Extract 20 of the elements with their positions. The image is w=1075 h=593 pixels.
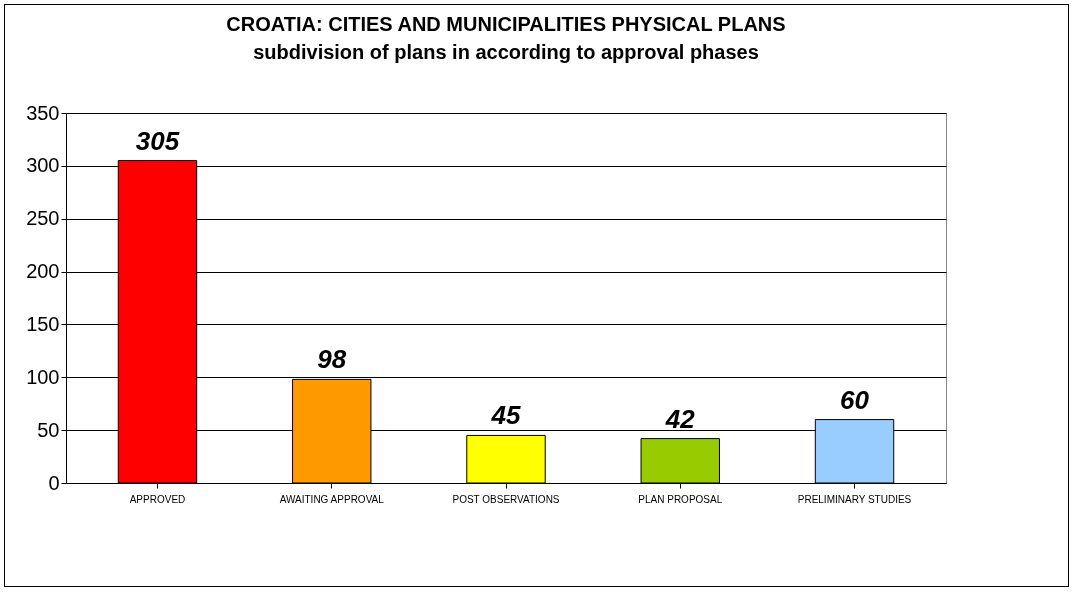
data-label: 45 xyxy=(490,400,521,431)
chart-title: CROATIA: CITIES AND MUNICIPALITIES PHYSICAL PLANS xyxy=(226,13,786,35)
data-label: 42 xyxy=(664,403,696,434)
x-tick-label: PRELIMINARY STUDIES xyxy=(797,493,912,505)
y-tick-label: 300 xyxy=(26,154,60,177)
x-tick-label: APPROVED xyxy=(129,493,186,505)
data-label: 60 xyxy=(840,384,870,415)
y-tick-label: 200 xyxy=(26,260,60,283)
x-tick-label: POST OBSERVATIONS xyxy=(452,493,560,505)
y-tick-label: 150 xyxy=(26,312,60,335)
data-label: 305 xyxy=(135,125,180,156)
data-label: 98 xyxy=(317,344,347,375)
y-tick-label: 0 xyxy=(48,471,60,494)
x-tick-label: PLAN PROPOSAL xyxy=(638,493,723,505)
y-tick-label: 100 xyxy=(26,365,60,388)
y-tick-label: 350 xyxy=(26,101,60,124)
y-tick-label: 250 xyxy=(26,207,60,230)
x-tick-label: AWAITING APPROVAL xyxy=(279,493,385,505)
chart-subtitle: subdivision of plans in according to approval phases xyxy=(253,41,759,63)
y-tick-label: 50 xyxy=(37,418,60,441)
